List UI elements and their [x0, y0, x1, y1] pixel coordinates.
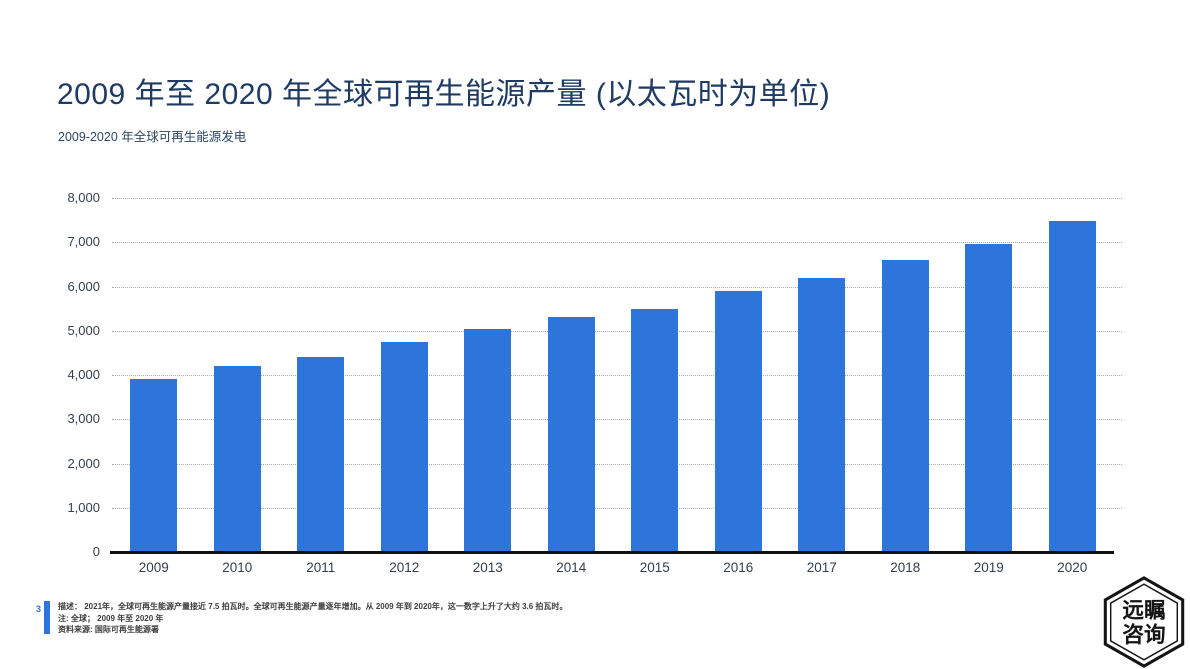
bar-slot [530, 198, 614, 552]
bar-slot [446, 198, 530, 552]
gridline [112, 330, 1122, 332]
bar-2010 [213, 366, 261, 552]
y-tick-label: 5,000 [67, 322, 100, 338]
bar-2011 [297, 357, 345, 552]
bar-chart: 0 1,000 2,000 3,000 4,000 5,000 6,000 7,000 8,00… [67, 190, 1122, 575]
x-axis-line [110, 551, 1114, 554]
bar-slot [1031, 198, 1115, 552]
bar-slot [864, 198, 948, 552]
bar-2018 [881, 260, 929, 552]
bar-2013 [464, 329, 512, 552]
gridline [112, 198, 1122, 199]
x-tick-label: 2011 [306, 560, 336, 575]
gridline [112, 463, 1122, 465]
bar-slot [613, 198, 697, 552]
gridline [112, 419, 1122, 421]
y-tick-label: 6,000 [67, 278, 100, 294]
bar-2009 [130, 379, 178, 552]
x-tick-label: 2019 [973, 560, 1004, 575]
footer-accent-bar [44, 601, 51, 634]
x-tick-label: 2009 [138, 560, 169, 575]
logo-hexagon-inner [1109, 583, 1179, 661]
x-tick-label: 2017 [806, 560, 837, 575]
bar-slot [279, 198, 363, 552]
footnote-source: 资料来源: 国际可再生能源署 [58, 625, 159, 634]
y-tick-label: 7,000 [67, 234, 100, 250]
page-subtitle: 2009-2020 年全球可再生能源发电 [58, 130, 247, 144]
y-tick-label: 1,000 [67, 499, 100, 515]
bar-slot [363, 198, 447, 552]
x-tick-label: 2020 [1057, 560, 1088, 575]
company-logo: 远瞩 咨询 [1103, 576, 1185, 668]
bar-slot [112, 198, 196, 552]
bar-slot [196, 198, 280, 552]
bar-slot [697, 198, 781, 552]
footer: 3 描述： 2021年，全球可再生能源产量接近 7.5 拍瓦时。全球可再生能源产… [36, 601, 818, 636]
y-tick-label: 8,000 [67, 190, 100, 205]
page-title: 2009 年至 2020 年全球可再生能源产量 (以太瓦时为单位) [57, 78, 831, 111]
logo-hexagon-outer [1103, 576, 1185, 668]
bar-2012 [380, 342, 428, 552]
x-tick-label: 2015 [639, 560, 670, 575]
y-tick-label: 3,000 [67, 411, 100, 427]
bar-2020 [1048, 221, 1096, 552]
y-tick-label: 0 [92, 544, 100, 559]
logo-text-line1: 远瞩 [1122, 598, 1165, 623]
x-tick-label: 2013 [472, 560, 503, 575]
bar-2016 [714, 291, 762, 552]
bar-2015 [631, 309, 679, 552]
bar-2017 [798, 278, 846, 552]
x-tick-label: 2014 [556, 560, 587, 575]
gridline [112, 286, 1122, 288]
bar-slot [947, 198, 1031, 552]
x-tick-label: 2010 [222, 560, 253, 575]
bar-2019 [965, 244, 1013, 552]
bar-slot [780, 198, 864, 552]
gridline [112, 375, 1122, 376]
y-tick-label: 2,000 [67, 455, 100, 471]
footnote-note: 注: 全球； 2009 年至 2020 年 [58, 613, 164, 623]
footnote-description: 描述： 2021年，全球可再生能源产量接近 7.5 拍瓦时。全球可再生能源产量逐… [58, 602, 568, 611]
x-tick-label: 2016 [723, 560, 754, 575]
y-tick-label: 4,000 [67, 367, 100, 382]
x-tick-label: 2012 [389, 560, 420, 575]
x-tick-label: 2018 [890, 560, 921, 575]
page-number: 3 [36, 604, 42, 614]
gridline [112, 242, 1122, 244]
gridline [112, 507, 1122, 509]
footnotes: 描述： 2021年，全球可再生能源产量接近 7.5 拍瓦时。全球可再生能源产量逐… [58, 601, 818, 636]
logo-text-line2: 咨询 [1122, 622, 1165, 647]
bar-2014 [547, 317, 595, 552]
